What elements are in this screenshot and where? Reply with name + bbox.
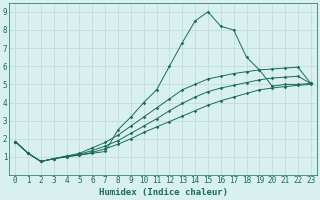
X-axis label: Humidex (Indice chaleur): Humidex (Indice chaleur) <box>99 188 228 197</box>
